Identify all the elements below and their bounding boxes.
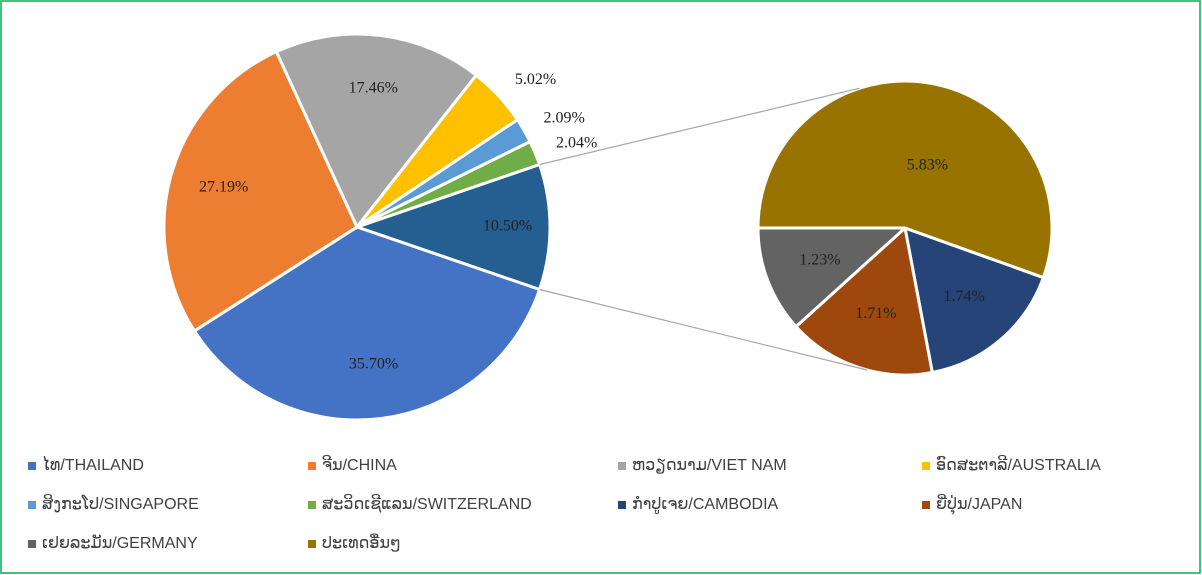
legend-swatch: [922, 462, 930, 470]
pie-slice: [756, 79, 1054, 280]
legend-label: ຫວຽດນາມ/VIET NAM: [632, 457, 787, 474]
legend-swatch: [28, 501, 36, 509]
legend-label: ເຢຍລະມັນ/GERMANY: [42, 533, 198, 552]
data-label: 35.70%: [349, 356, 398, 373]
data-label: 1.74%: [944, 288, 985, 305]
legend-swatch: [618, 501, 626, 509]
legend-swatch: [28, 462, 36, 470]
data-label: 1.71%: [855, 305, 896, 322]
legend-swatch: [308, 462, 316, 470]
legend-label: ກຳປູເຈຍ/CAMBODIA: [632, 496, 779, 514]
legend-swatch: [308, 501, 316, 509]
data-label: 2.04%: [556, 135, 597, 152]
pie-slice: [756, 226, 909, 329]
legend-label: ຍີ່ປຸ່ນ/JAPAN: [936, 494, 1022, 515]
legend-label: ໄທ/THAILAND: [42, 455, 144, 474]
legend-label: ສິງກະໂປ/SINGAPORE: [42, 494, 199, 513]
pie-slice: [192, 225, 542, 422]
pie-slice: [162, 49, 359, 333]
data-label: 5.02%: [515, 71, 556, 88]
data-label: 5.83%: [907, 156, 948, 173]
data-label: 10.50%: [483, 218, 532, 235]
legend-swatch: [308, 540, 316, 548]
data-label: 2.09%: [544, 110, 585, 127]
legend-label: ປະເທດອື່ນໆ: [322, 533, 401, 552]
legend-label: ອົດສະຕາລີ/AUSTRALIA: [936, 455, 1101, 474]
legend-label: ສະວິດເຊີແລນ/SWITZERLAND: [322, 494, 532, 513]
pie-slice: [352, 162, 552, 292]
legend-swatch: [28, 540, 36, 548]
legend-swatch: [618, 462, 626, 470]
data-label: 27.19%: [199, 179, 248, 196]
legend-swatch: [922, 501, 930, 509]
pie-slice: [903, 225, 1046, 375]
data-label: 17.46%: [349, 80, 398, 97]
pie-slice: [274, 32, 479, 230]
connector-line: [539, 87, 860, 166]
data-label: 1.23%: [799, 251, 840, 268]
legend-label: ຈີນ/CHINA: [322, 455, 397, 474]
connector-line: [539, 288, 868, 371]
pie-slice: [356, 139, 542, 229]
